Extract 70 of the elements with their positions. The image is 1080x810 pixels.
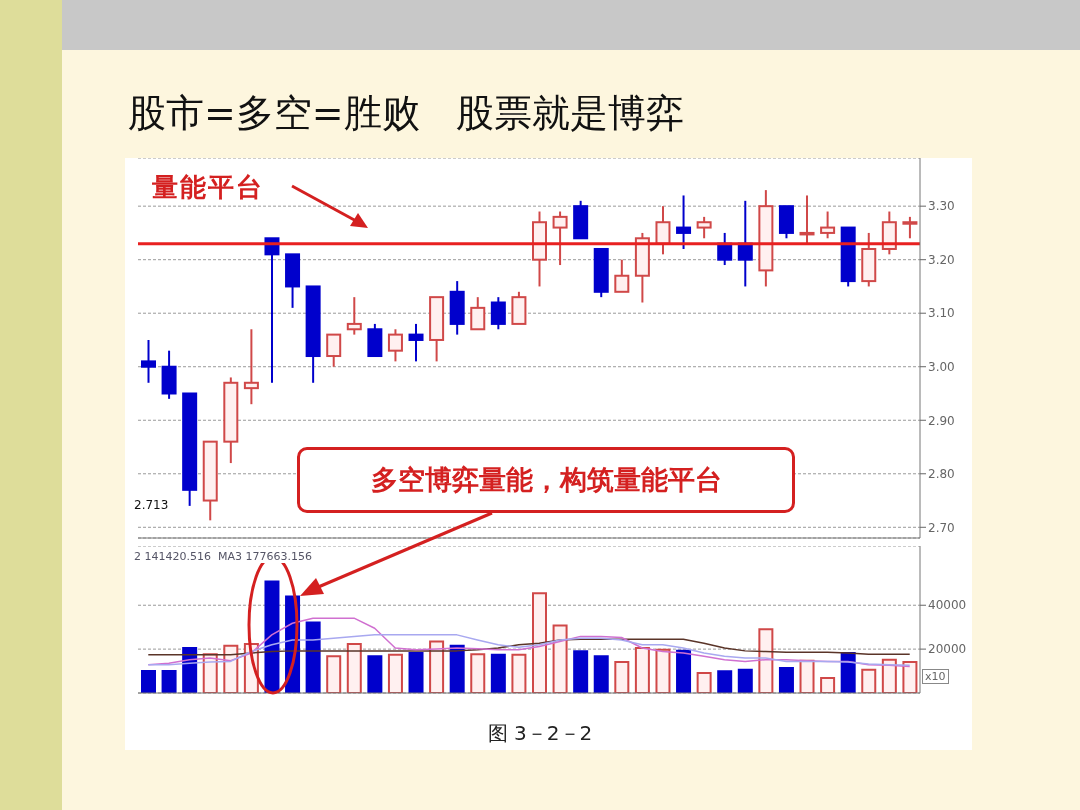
bar (861, 668, 877, 693)
bar (264, 580, 280, 693)
candlestick (470, 296, 486, 331)
candlestick (902, 215, 918, 240)
candlestick (655, 205, 671, 256)
bar (387, 653, 403, 693)
y-tick-label: 3.20 (928, 252, 955, 267)
bar (532, 592, 547, 693)
bar (778, 666, 794, 693)
bar (614, 661, 630, 693)
candlestick (676, 194, 692, 250)
bar (367, 655, 383, 693)
line-series (147, 638, 911, 656)
candlestick (326, 333, 342, 368)
bar (655, 648, 671, 693)
bar (902, 661, 918, 693)
annotation: 2 141420.516 MA3 177663.156 (134, 550, 312, 563)
bar (305, 621, 321, 693)
bar (573, 650, 589, 693)
candlestick (696, 215, 712, 240)
y-tick-label: 3.30 (928, 199, 955, 214)
bar (141, 670, 156, 693)
bar (470, 653, 486, 693)
bar (737, 668, 753, 693)
bar (490, 653, 506, 693)
bar (223, 644, 239, 693)
annotation: 多空博弈量能，构筑量能平台 (369, 463, 723, 497)
candlestick (490, 296, 506, 331)
bar (346, 643, 362, 693)
candlestick (346, 296, 362, 336)
candlestick (614, 258, 630, 293)
line-series (147, 634, 911, 667)
candlestick (737, 199, 753, 288)
bar (799, 659, 815, 693)
y-tick-label: 40000 (928, 598, 967, 613)
y-tick-label: 20000 (928, 642, 967, 657)
chart-title: 股市=多空=胜败 股票就是博弈 (128, 90, 684, 137)
bar (758, 628, 774, 693)
bar (634, 647, 650, 693)
y-tick-label: 2.80 (928, 467, 955, 482)
bar (429, 640, 445, 693)
bar (696, 672, 712, 693)
bar (552, 624, 568, 693)
annotation: 2.713 (134, 498, 169, 512)
candlestick (387, 328, 403, 363)
bar (840, 652, 856, 693)
candlestick (408, 322, 424, 363)
bar (449, 644, 465, 693)
bar (593, 655, 609, 693)
ref-line-label: 量能平台 (152, 171, 264, 204)
candlestick (820, 210, 836, 240)
bar (881, 658, 897, 693)
candlestick (243, 328, 259, 406)
candlestick (552, 210, 568, 267)
candlestick (141, 338, 156, 384)
candlestick (799, 194, 815, 245)
bar (820, 677, 836, 693)
y-tick-label: 3.00 (928, 359, 955, 374)
bar (511, 653, 527, 693)
y-tick-label: 3.10 (928, 306, 955, 321)
caption: 图 3－2－2 (486, 720, 594, 747)
bar (717, 670, 733, 693)
bar (408, 652, 424, 693)
bar (676, 649, 692, 693)
y-tick-label: 2.70 (928, 520, 955, 535)
candlestick (717, 231, 733, 267)
bar (326, 655, 342, 693)
y-tick-label: 2.90 (928, 413, 955, 428)
bar (161, 670, 177, 693)
y-axis-title: x10 (922, 669, 949, 684)
